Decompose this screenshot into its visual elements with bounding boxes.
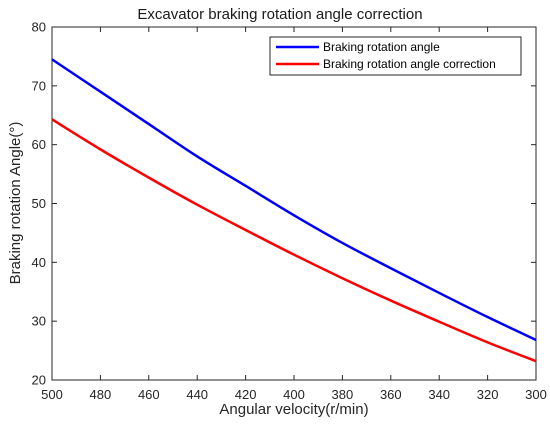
legend-box xyxy=(269,36,522,76)
x-axis: 500 480 460 440 420 400 380 360 340 320 300 xyxy=(41,27,547,402)
legend-label-braking-rotation-angle: Braking rotation angle xyxy=(323,40,440,54)
series-line-braking-rotation-angle xyxy=(51,58,537,342)
x-tick-label: 480 xyxy=(90,387,112,402)
y-axis-label: Braking rotation Angle(°) xyxy=(7,122,24,285)
y-axis: 20 30 40 50 60 70 80 xyxy=(32,20,536,388)
x-tick-label: 340 xyxy=(428,387,450,402)
x-tick-label: 380 xyxy=(332,387,354,402)
x-tick-label: 400 xyxy=(283,387,305,402)
legend: Braking rotation angle Braking rotation … xyxy=(269,36,522,76)
x-tick-label: 500 xyxy=(41,387,63,402)
x-tick-label: 300 xyxy=(525,387,547,402)
series-line-braking-rotation-angle-correction xyxy=(51,118,537,363)
y-tick-label: 40 xyxy=(32,255,46,270)
x-tick-label: 440 xyxy=(186,387,208,402)
y-tick-label: 50 xyxy=(32,196,46,211)
y-tick-label: 80 xyxy=(32,20,46,35)
x-tick-label: 460 xyxy=(138,387,160,402)
x-tick-label: 420 xyxy=(235,387,257,402)
x-tick-label: 360 xyxy=(380,387,402,402)
y-tick-label: 30 xyxy=(32,314,46,329)
y-tick-label: 20 xyxy=(32,373,46,388)
y-tick-label: 70 xyxy=(32,78,46,93)
series-layer xyxy=(51,58,537,363)
x-tick-label: 320 xyxy=(477,387,499,402)
x-axis-label: Angular velocity(r/min) xyxy=(219,401,368,418)
legend-label-braking-rotation-angle-correction: Braking rotation angle correction xyxy=(323,57,496,71)
y-tick-label: 60 xyxy=(32,137,46,152)
chart-title: Excavator braking rotation angle correct… xyxy=(137,6,422,23)
plot-area xyxy=(51,26,537,381)
